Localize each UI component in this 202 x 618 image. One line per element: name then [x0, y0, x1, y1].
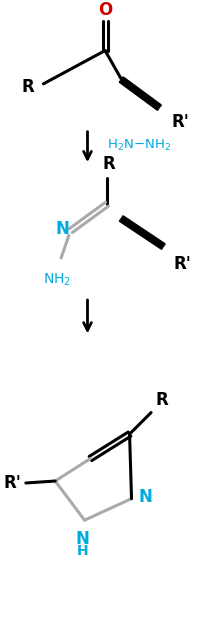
Text: O: O: [98, 1, 112, 19]
Text: R: R: [102, 155, 115, 173]
Text: N: N: [75, 530, 89, 548]
Text: R': R': [3, 474, 21, 492]
Text: N: N: [55, 219, 69, 237]
Text: $\mathsf{H_2N{-}NH_2}$: $\mathsf{H_2N{-}NH_2}$: [106, 138, 170, 153]
Text: $\mathsf{NH_2}$: $\mathsf{NH_2}$: [43, 272, 71, 288]
Text: R: R: [154, 391, 167, 408]
Text: R': R': [171, 113, 189, 131]
Text: N: N: [138, 488, 152, 506]
Text: R': R': [173, 255, 190, 273]
Text: H: H: [76, 544, 88, 557]
Text: R: R: [21, 78, 34, 96]
